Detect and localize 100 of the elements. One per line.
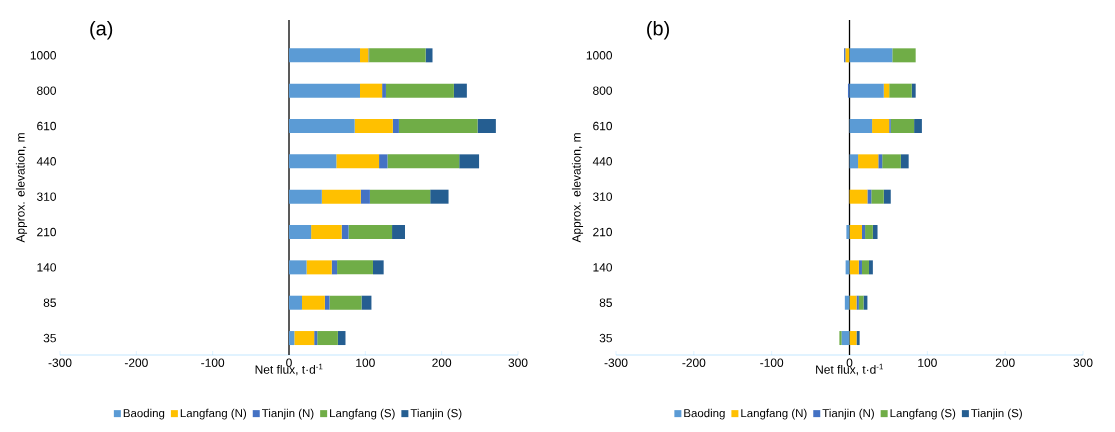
y-tick-label: 140	[37, 263, 57, 272]
bar	[883, 189, 891, 204]
bar	[890, 119, 915, 134]
y-tick-label: 440	[592, 157, 613, 166]
bar	[341, 225, 349, 240]
legend-label: Baoding	[684, 408, 725, 420]
bar	[314, 331, 318, 346]
y-tick-label: 800	[37, 86, 57, 95]
x-tick-label: 0	[286, 358, 292, 367]
bar	[841, 331, 850, 346]
legend-label: Tianjin (S)	[971, 408, 1022, 420]
y-tick-label: 35	[43, 333, 56, 343]
bar	[858, 260, 862, 275]
bar	[289, 119, 355, 134]
y-tick-label: 440	[36, 157, 57, 166]
bar	[289, 295, 302, 310]
bar	[477, 119, 496, 134]
bar	[331, 260, 338, 275]
bar	[871, 189, 884, 204]
bar	[369, 48, 426, 63]
bar	[849, 331, 857, 346]
legend-label: Langfang (N)	[741, 408, 807, 420]
bar	[337, 331, 346, 346]
y-tick-label: 310	[592, 192, 613, 201]
bar	[839, 331, 842, 346]
bar	[289, 260, 307, 275]
bar	[867, 189, 872, 204]
x-tick-label: -300	[604, 358, 628, 367]
bar	[856, 331, 860, 346]
bar	[849, 225, 862, 240]
legend-label: Langfang (N)	[180, 408, 247, 420]
bar	[369, 189, 431, 204]
y-tick-label: 1000	[586, 51, 613, 60]
x-tick-label: -300	[48, 358, 72, 367]
bar	[900, 154, 909, 169]
x-tick-label: -100	[201, 358, 225, 367]
bar	[329, 295, 362, 310]
bar	[336, 154, 380, 169]
bar	[372, 260, 384, 275]
bar	[846, 225, 850, 240]
bar	[382, 83, 386, 98]
bar	[359, 48, 369, 63]
bar	[858, 154, 879, 169]
legend-label: Tianjin (N)	[822, 408, 874, 420]
y-tick-label: 85	[43, 298, 56, 307]
bar	[453, 83, 467, 98]
bar	[289, 48, 360, 63]
legend-label: Langfang (S)	[890, 408, 956, 420]
bar	[359, 83, 383, 98]
chart-title: (b)	[647, 20, 669, 40]
y-tick-label: 210	[37, 227, 57, 237]
y-tick-label: 610	[593, 121, 613, 131]
bar	[289, 154, 337, 169]
bar	[845, 48, 850, 63]
y-axis-title: Approx. elevation, m	[15, 133, 28, 243]
bar	[858, 295, 864, 310]
bar	[861, 260, 869, 275]
bar	[306, 260, 332, 275]
y-tick-label: 1000	[30, 51, 57, 60]
bar	[311, 225, 342, 240]
bar	[337, 260, 373, 275]
bar	[385, 83, 454, 98]
x-tick-label: 300	[508, 358, 528, 367]
legend-label: Baoding	[123, 408, 165, 420]
legend-label: Langfang (S)	[330, 408, 395, 420]
bar	[392, 119, 399, 134]
bar	[872, 119, 890, 134]
bar	[849, 83, 884, 98]
bar	[849, 119, 873, 134]
bar	[430, 189, 449, 204]
bar	[849, 295, 857, 310]
bar	[892, 48, 916, 63]
y-tick-label: 310	[36, 192, 57, 201]
bar	[883, 83, 890, 98]
y-tick-label: 140	[593, 263, 613, 272]
bar	[348, 225, 393, 240]
x-tick-label: 0	[846, 358, 853, 367]
legend-label: Tianjin (N)	[261, 408, 314, 420]
bar	[392, 225, 406, 240]
bar	[845, 260, 850, 275]
x-tick-label: -100	[760, 358, 784, 367]
y-tick-label: 210	[593, 227, 613, 237]
bar	[865, 225, 873, 240]
bar	[878, 154, 883, 169]
bar	[398, 119, 478, 134]
bar	[872, 225, 878, 240]
bar	[289, 189, 322, 204]
x-tick-label: -200	[124, 358, 148, 367]
bar	[459, 154, 480, 169]
x-tick-label: 100	[356, 358, 375, 367]
bar	[387, 154, 460, 169]
bar	[844, 295, 850, 310]
bar	[379, 154, 388, 169]
bar	[294, 331, 315, 346]
bar	[868, 260, 873, 275]
bar	[289, 331, 295, 346]
y-tick-label: 800	[593, 86, 613, 95]
bar	[301, 295, 325, 310]
x-tick-label: 100	[918, 358, 937, 367]
x-tick-label: 200	[432, 358, 452, 367]
